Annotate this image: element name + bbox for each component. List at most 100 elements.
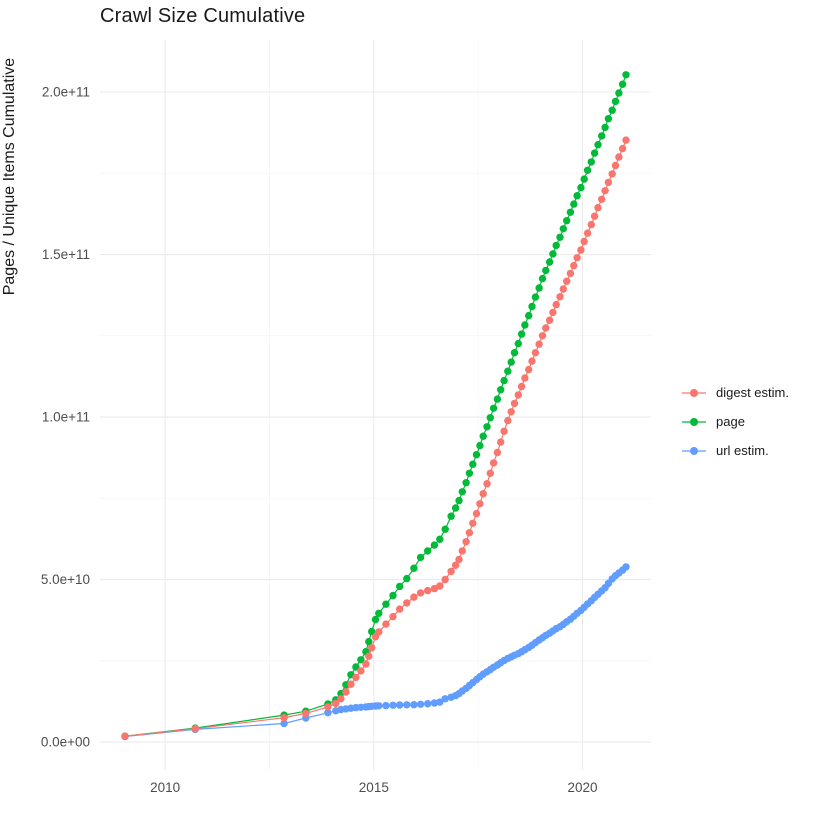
data-point bbox=[403, 574, 411, 583]
data-point bbox=[594, 204, 602, 212]
data-point bbox=[324, 709, 332, 717]
data-point bbox=[594, 141, 602, 149]
data-point bbox=[535, 284, 543, 292]
data-point bbox=[447, 512, 455, 520]
data-point bbox=[531, 293, 540, 301]
data-point bbox=[590, 212, 599, 220]
data-point bbox=[332, 699, 340, 708]
y-tick-label: 1.0e+11 bbox=[42, 410, 90, 425]
data-point bbox=[545, 316, 554, 324]
data-point bbox=[531, 349, 540, 357]
data-point bbox=[601, 187, 609, 195]
data-point bbox=[357, 656, 365, 664]
data-point bbox=[559, 225, 567, 233]
data-point bbox=[552, 300, 560, 309]
data-point bbox=[483, 480, 491, 488]
data-point bbox=[528, 357, 536, 365]
data-point bbox=[436, 535, 444, 543]
data-point bbox=[436, 582, 444, 590]
data-point bbox=[590, 149, 599, 157]
legend: digest estim. page url estim. bbox=[681, 378, 789, 465]
data-point bbox=[608, 106, 616, 114]
legend-item-url-estim: url estim. bbox=[681, 436, 789, 465]
data-point bbox=[521, 321, 529, 329]
data-point bbox=[441, 575, 449, 584]
data-point bbox=[410, 564, 418, 572]
legend-key bbox=[682, 446, 706, 455]
data-point bbox=[489, 459, 498, 467]
data-point bbox=[365, 652, 373, 660]
legend-item-digest-estim: digest estim. bbox=[681, 378, 789, 407]
data-point bbox=[615, 153, 623, 161]
data-point bbox=[337, 695, 345, 703]
data-point bbox=[489, 404, 498, 412]
axis-tick-labels: 2010 2015 2020 0.0e+00 5.0e+10 1.0e+11 1.5e+11… bbox=[41, 85, 598, 795]
data-point bbox=[458, 547, 466, 555]
legend-label: url estim. bbox=[716, 443, 769, 458]
data-point bbox=[622, 136, 630, 144]
data-point bbox=[580, 175, 588, 183]
data-point bbox=[622, 563, 630, 571]
data-point bbox=[611, 97, 620, 106]
data-point bbox=[455, 496, 463, 505]
data-point bbox=[521, 374, 529, 382]
legend-key bbox=[682, 417, 706, 426]
data-point bbox=[424, 586, 432, 595]
data-point bbox=[371, 615, 380, 624]
data-point bbox=[598, 132, 606, 140]
legend-label: digest estim. bbox=[716, 385, 789, 400]
data-point bbox=[583, 229, 592, 237]
data-point bbox=[542, 324, 550, 332]
legend-label: page bbox=[716, 414, 745, 429]
data-point bbox=[577, 246, 585, 254]
x-tick-label: 2010 bbox=[150, 780, 180, 795]
data-point bbox=[507, 408, 515, 416]
data-point bbox=[410, 701, 418, 709]
data-point bbox=[486, 414, 494, 422]
gridlines-minor bbox=[100, 40, 651, 770]
data-point bbox=[525, 311, 533, 320]
data-point bbox=[458, 488, 466, 496]
y-tick-label: 1.5e+11 bbox=[42, 247, 90, 262]
data-point bbox=[362, 660, 370, 668]
data-point bbox=[525, 365, 533, 374]
data-point bbox=[570, 200, 578, 208]
data-point bbox=[375, 609, 383, 617]
data-point bbox=[573, 192, 581, 200]
y-tick-label: 2.0e+11 bbox=[42, 85, 90, 100]
data-point bbox=[486, 469, 494, 477]
data-point bbox=[410, 593, 418, 601]
data-point bbox=[587, 158, 595, 166]
data-point bbox=[342, 688, 350, 696]
data-point bbox=[462, 538, 470, 546]
data-point bbox=[396, 701, 404, 709]
data-point bbox=[504, 367, 512, 375]
data-point bbox=[563, 277, 571, 285]
data-point bbox=[476, 500, 484, 508]
data-point bbox=[416, 700, 425, 708]
data-point bbox=[577, 183, 585, 192]
data-point bbox=[538, 332, 547, 340]
data-point bbox=[517, 382, 526, 391]
data-point bbox=[382, 600, 390, 608]
data-point bbox=[389, 612, 397, 621]
data-point bbox=[580, 237, 588, 246]
data-point bbox=[416, 589, 425, 597]
data-point bbox=[403, 599, 411, 607]
data-point bbox=[497, 438, 505, 446]
data-point bbox=[566, 208, 575, 216]
x-tick-label: 2020 bbox=[568, 780, 598, 795]
data-point bbox=[191, 725, 199, 733]
y-tick-label: 5.0e+10 bbox=[41, 572, 90, 587]
data-point bbox=[542, 266, 550, 275]
data-point bbox=[416, 553, 425, 562]
data-point bbox=[389, 591, 397, 600]
data-point bbox=[549, 250, 557, 258]
series-layer bbox=[121, 71, 630, 741]
data-point bbox=[504, 416, 512, 425]
data-point bbox=[365, 637, 373, 646]
data-point bbox=[500, 427, 508, 435]
legend-dot-icon bbox=[690, 446, 698, 455]
chart-title: Crawl Size Cumulative bbox=[100, 5, 306, 27]
